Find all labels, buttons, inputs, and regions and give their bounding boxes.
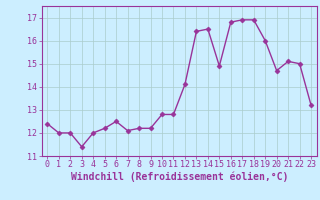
X-axis label: Windchill (Refroidissement éolien,°C): Windchill (Refroidissement éolien,°C) [70,172,288,182]
